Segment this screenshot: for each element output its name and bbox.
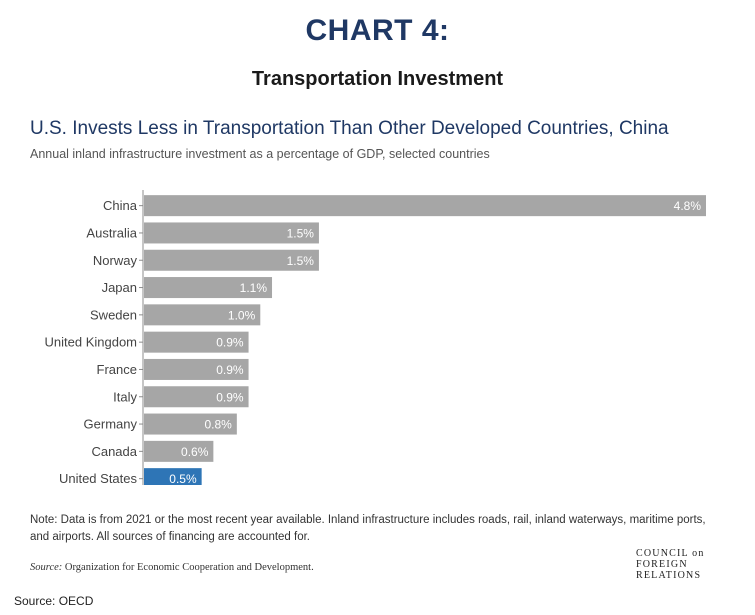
category-label: Norway	[93, 253, 138, 268]
category-label: Italy	[113, 389, 137, 404]
bar-value-label: 0.6%	[181, 445, 209, 459]
chart-note: Note: Data is from 2021 or the most rece…	[30, 514, 706, 543]
chart-title: U.S. Invests Less in Transportation Than…	[30, 118, 669, 139]
category-label: Australia	[86, 225, 137, 240]
bar	[144, 413, 237, 435]
chart-subject: Transportation Investment	[251, 68, 504, 90]
bar-value-label: 0.9%	[216, 363, 244, 377]
source-label: Source:	[30, 562, 63, 573]
bar-value-label: 1.1%	[240, 281, 268, 295]
logo-line-3: RELATIONS	[636, 570, 702, 581]
category-label: Canada	[91, 444, 137, 459]
bar	[144, 195, 706, 217]
bar-chart: China 4.8% Australia 1.5% Norway 1.5% Japan 1.1…	[45, 190, 706, 485]
bar-value-label: 1.5%	[287, 254, 315, 268]
bar	[144, 331, 249, 353]
category-label: United States	[59, 471, 138, 485]
bar-value-label: 1.5%	[287, 226, 315, 240]
chart-number: CHART 4:	[305, 14, 450, 47]
bar	[144, 222, 319, 244]
bar	[144, 304, 261, 326]
bar-value-label: 0.5%	[169, 472, 197, 485]
bar-value-label: 0.9%	[216, 336, 244, 350]
chart-source: Source: Organization for Economic Cooper…	[30, 562, 314, 573]
bar	[144, 249, 319, 271]
bar-value-label: 4.8%	[674, 199, 702, 213]
outer-source: Source: OECD	[14, 594, 94, 608]
bar	[144, 386, 249, 408]
category-label: Japan	[102, 280, 137, 295]
cfr-logo: COUNCIL on FOREIGN RELATIONS	[636, 548, 705, 581]
bar-value-label: 1.0%	[228, 308, 256, 322]
logo-line-2: FOREIGN	[636, 559, 688, 570]
category-label: France	[97, 362, 137, 377]
category-label: Germany	[84, 417, 138, 432]
bar	[144, 440, 214, 462]
category-label: Sweden	[90, 307, 137, 322]
bar-value-label: 0.8%	[204, 418, 232, 432]
bar	[144, 468, 202, 485]
bar	[144, 358, 249, 380]
bar-value-label: 0.9%	[216, 390, 244, 404]
category-label: United Kingdom	[45, 335, 138, 350]
logo-line-1: COUNCIL on	[636, 548, 705, 559]
chart-subtitle: Annual inland infrastructure investment …	[30, 147, 490, 161]
bar	[144, 277, 273, 299]
category-label: China	[103, 198, 138, 213]
source-text: Organization for Economic Cooperation an…	[64, 562, 314, 573]
